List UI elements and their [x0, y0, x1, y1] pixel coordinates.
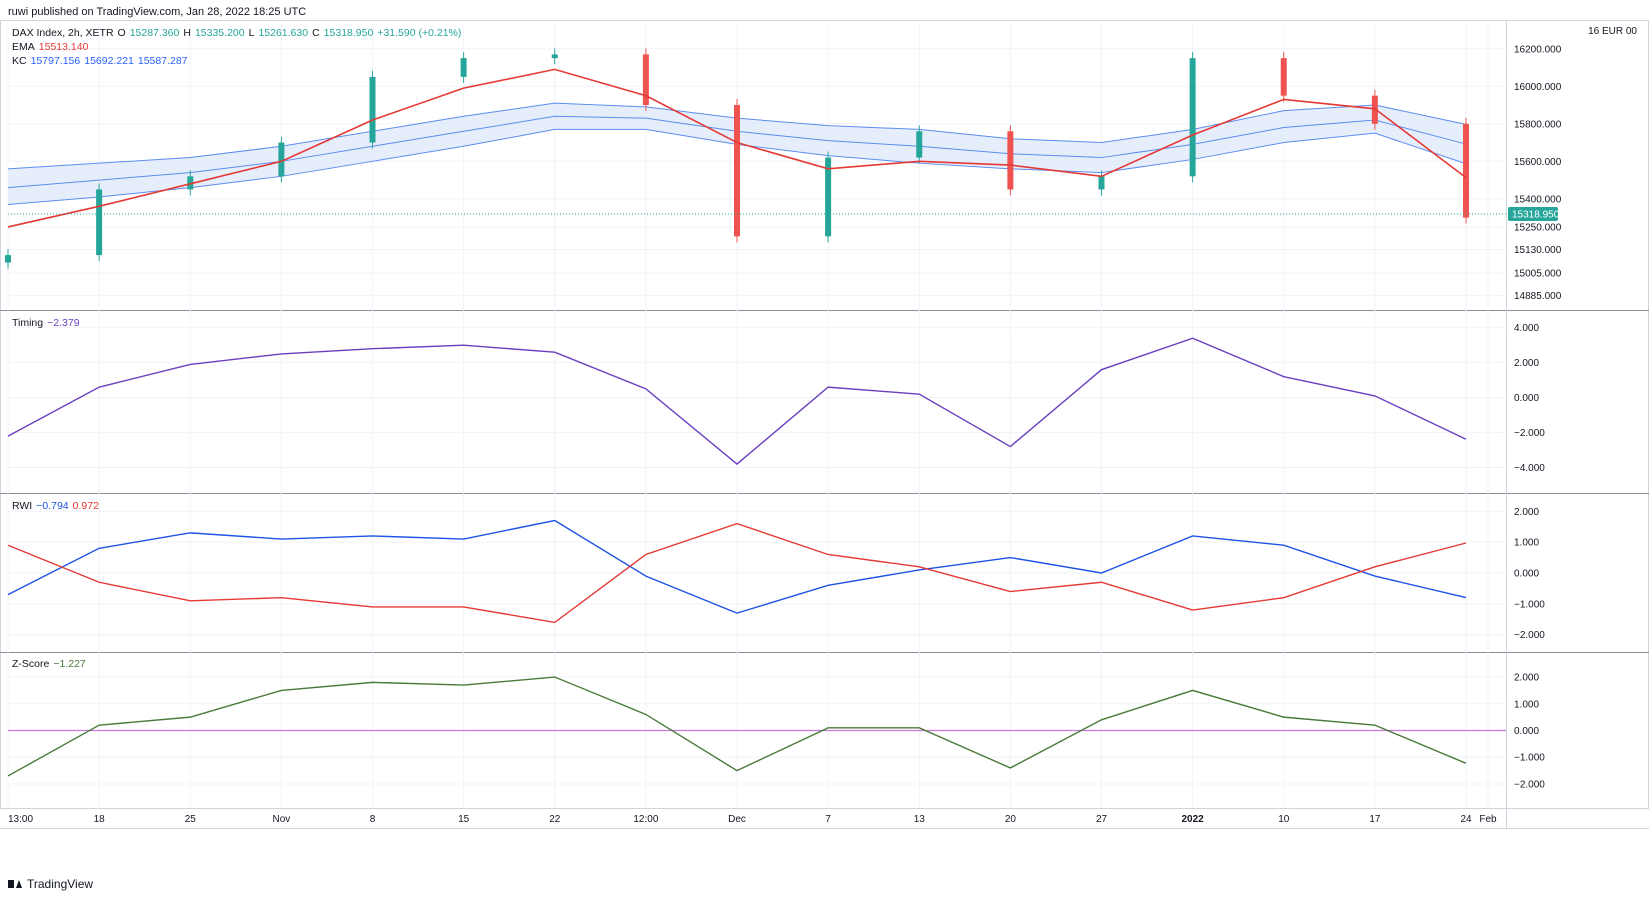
candle-body — [1463, 123, 1469, 218]
candle-body — [734, 105, 740, 237]
time-tick-label: 27 — [1096, 814, 1108, 825]
price-tick-label: 15600.000 — [1514, 157, 1562, 168]
timing-tick-label: −4.000 — [1514, 463, 1545, 474]
time-tick-label: 12:00 — [633, 814, 658, 825]
time-tick-label: Dec — [728, 814, 746, 825]
price-tick-label: 15130.000 — [1514, 245, 1562, 256]
candle-body — [369, 76, 376, 143]
timing-legend[interactable]: Timing −2.379 — [12, 317, 80, 329]
price-tick-label: 15250.000 — [1514, 222, 1562, 233]
published-header: ruwi published on TradingView.com, Jan 2… — [8, 6, 307, 18]
candle-body — [1189, 58, 1196, 177]
price-tick-label: 15400.000 — [1514, 194, 1562, 205]
price-legend: DAX Index, 2h, XETR O 15287.360 H 15335.200 L… — [12, 26, 465, 68]
candle-body — [1280, 58, 1287, 96]
time-tick-label: 13:00 — [8, 814, 33, 825]
timing-tick-label: −2.000 — [1514, 428, 1545, 439]
ema-legend[interactable]: EMA 15513.140 — [12, 41, 89, 53]
candle-body — [278, 142, 285, 177]
tradingview-icon — [8, 880, 22, 888]
rwi-low-value: 0.972 — [72, 500, 99, 512]
candle-body — [916, 131, 923, 158]
tradingview-logo[interactable]: TradingView — [8, 877, 93, 891]
zscore-tick-label: 2.000 — [1514, 673, 1539, 684]
kc-lower-value: 15587.287 — [137, 55, 188, 67]
rwi-high-value: −0.794 — [36, 500, 69, 512]
rwi-tick-label: 0.000 — [1514, 569, 1539, 580]
timing-series-line-0 — [7, 337, 1467, 465]
price-tick-label: 16200.000 — [1514, 44, 1562, 55]
symbol-name[interactable]: DAX Index, 2h, XETR — [12, 27, 114, 39]
time-tick-label: 20 — [1005, 814, 1017, 825]
ema-line — [7, 68, 1467, 228]
zscore-tick-label: −2.000 — [1514, 779, 1545, 790]
currency-label: 16 EUR 00 — [1588, 26, 1637, 37]
timing-tick-label: 4.000 — [1514, 323, 1539, 334]
time-tick-label: 7 — [825, 814, 831, 825]
candle-body — [96, 189, 103, 256]
time-tick-label: 22 — [549, 814, 561, 825]
price-tick-label: 15800.000 — [1514, 119, 1562, 130]
candle-body — [187, 176, 194, 190]
kc-middle-value: 15692.221 — [84, 55, 134, 67]
candle-body — [642, 54, 649, 106]
zscore-series-line-0 — [7, 676, 1467, 777]
time-tick-label: 25 — [185, 814, 197, 825]
change-value: +31.590 (+0.21%) — [377, 27, 462, 39]
time-tick-label: 18 — [94, 814, 106, 825]
candle-body — [825, 157, 832, 237]
time-tick-label: Nov — [272, 814, 290, 825]
time-tick-label: 15 — [458, 814, 470, 825]
time-tick-label: 24 — [1460, 814, 1472, 825]
kc-upper-value: 15797.156 — [30, 55, 81, 67]
candle-body — [460, 58, 467, 77]
close-value: 15318.950 — [323, 27, 374, 39]
kc-legend[interactable]: KC 15797.156 15692.221 15587.287 — [12, 55, 188, 67]
zscore-tick-label: 0.000 — [1514, 726, 1539, 737]
candle-body — [1007, 131, 1014, 190]
time-tick-label: 13 — [914, 814, 926, 825]
zscore-tick-label: −1.000 — [1514, 753, 1545, 764]
time-tick-label: 10 — [1278, 814, 1290, 825]
price-tick-label: 16000.000 — [1514, 82, 1562, 93]
rwi-series-line-0 — [7, 519, 1467, 614]
rwi-tick-label: 1.000 — [1514, 538, 1539, 549]
high-value: 15335.200 — [194, 27, 245, 39]
timing-tick-label: 0.000 — [1514, 393, 1539, 404]
open-value: 15287.360 — [129, 27, 180, 39]
symbol-line: DAX Index, 2h, XETR O 15287.360 H 15335.200 L… — [12, 27, 462, 39]
ema-value: 15513.140 — [38, 41, 89, 53]
time-tick-label: Feb — [1479, 814, 1497, 825]
candle-body — [1098, 176, 1105, 190]
rwi-tick-label: 2.000 — [1514, 507, 1539, 518]
price-tick-label: 14885.000 — [1514, 291, 1562, 302]
timing-value: −2.379 — [47, 317, 80, 329]
time-tick-label: 2022 — [1182, 814, 1205, 825]
low-value: 15261.630 — [258, 27, 309, 39]
rwi-tick-label: −2.000 — [1514, 630, 1545, 641]
rwi-series-line-1 — [7, 522, 1467, 624]
time-tick-label: 17 — [1369, 814, 1381, 825]
zscore-tick-label: 1.000 — [1514, 699, 1539, 710]
candle-body — [551, 54, 558, 59]
rwi-legend[interactable]: RWI −0.794 0.972 — [12, 500, 99, 512]
price-tick-label: 15005.000 — [1514, 268, 1562, 279]
zscore-legend[interactable]: Z-Score −1.227 — [12, 658, 86, 670]
timing-tick-label: 2.000 — [1514, 358, 1539, 369]
last-price-label: 15318.950 — [1512, 210, 1560, 221]
time-tick-label: 8 — [370, 814, 376, 825]
candle-body — [5, 255, 11, 263]
zscore-value: −1.227 — [53, 658, 86, 670]
last-price-badge — [1508, 207, 1558, 222]
rwi-tick-label: −1.000 — [1514, 599, 1545, 610]
